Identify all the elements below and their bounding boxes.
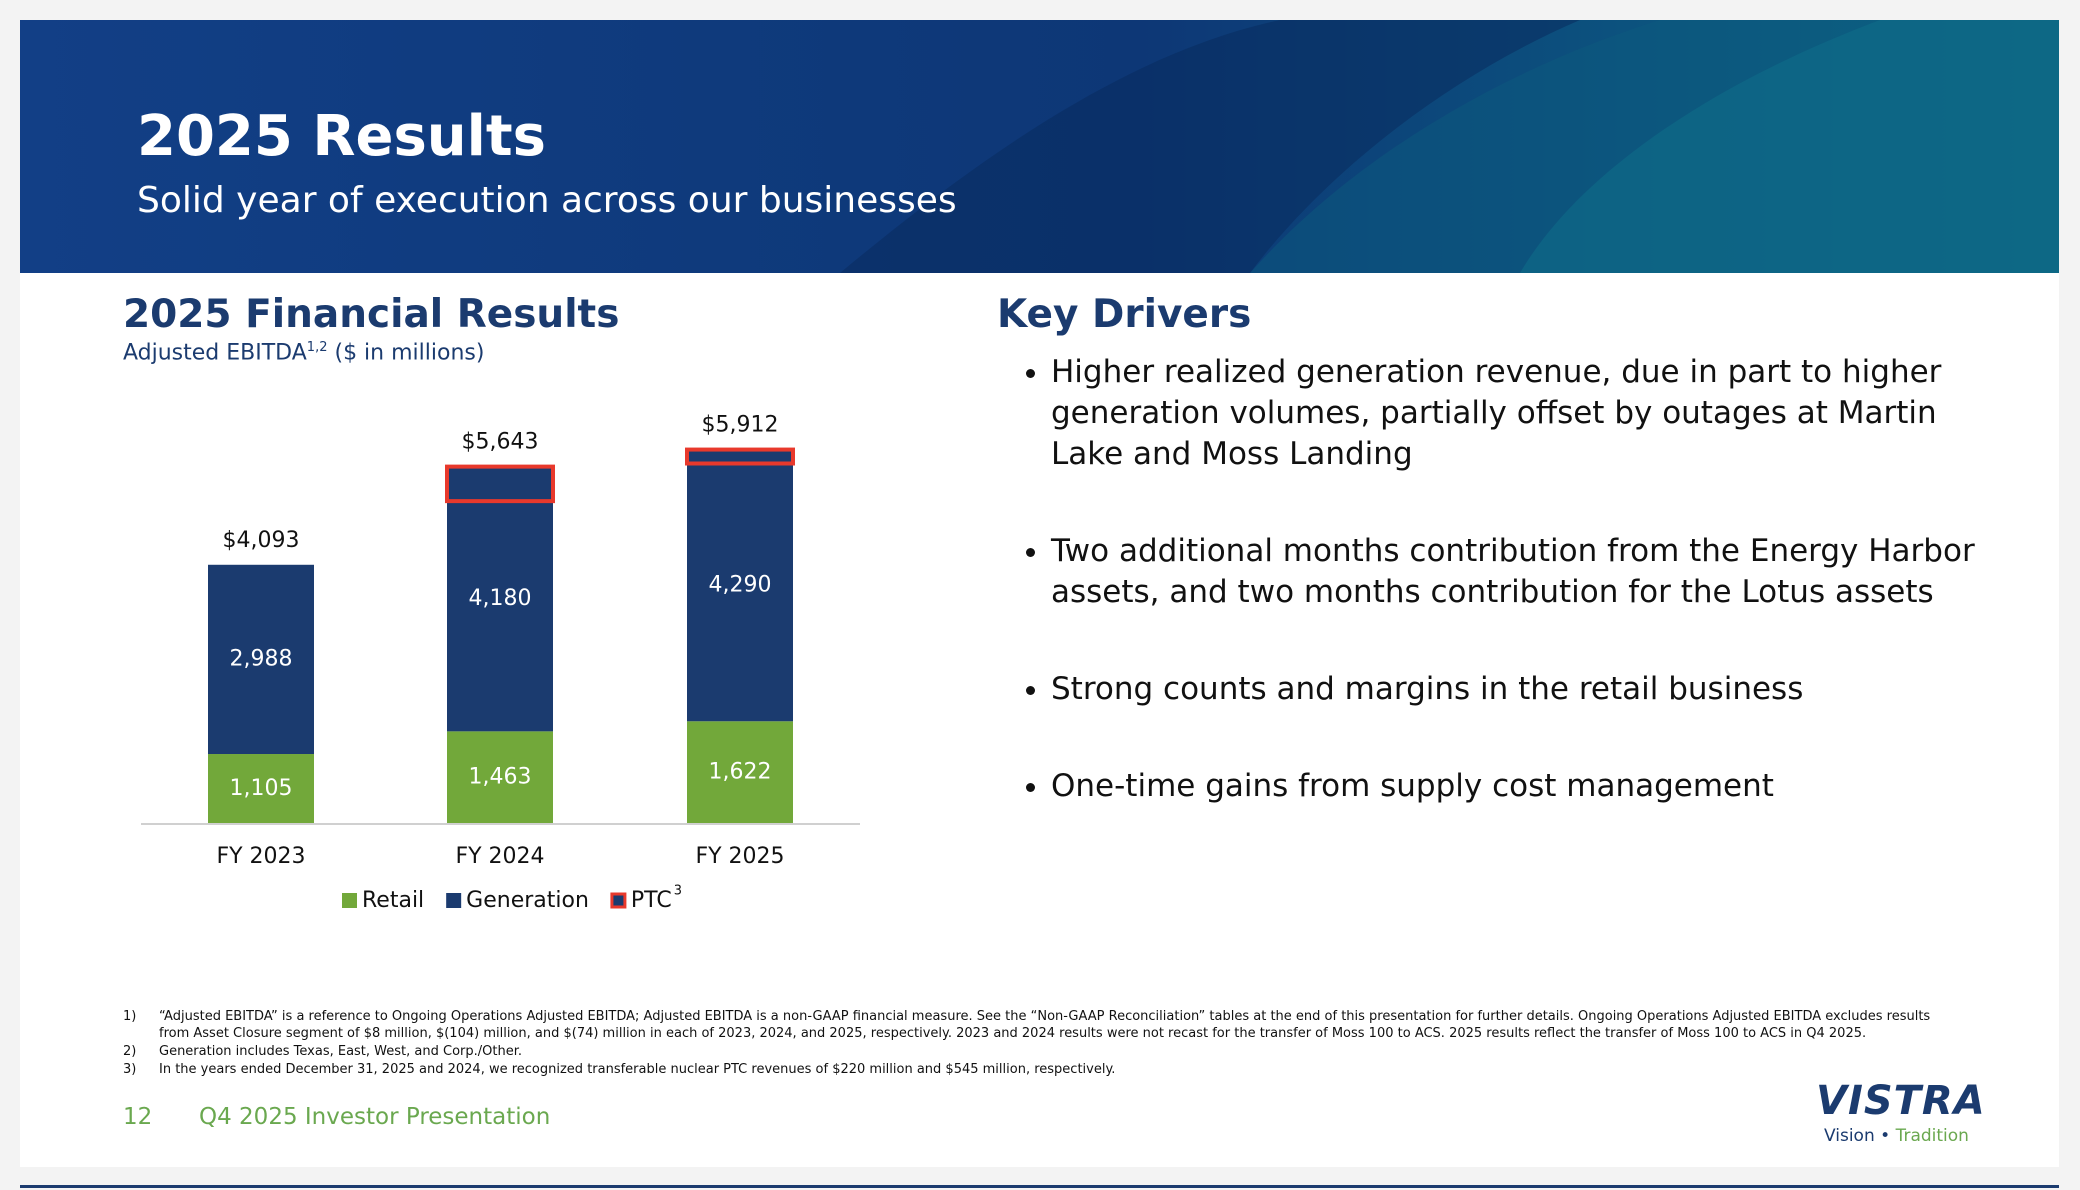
segment-label: 1,463 xyxy=(469,765,532,790)
legend-label: PTC xyxy=(631,888,672,913)
logo: VISTRA xyxy=(1816,1078,1986,1124)
segment-label: 2,988 xyxy=(230,646,293,671)
drivers-list: Higher realized generation revenue, due … xyxy=(997,352,1981,863)
page-number: 12 xyxy=(123,1104,153,1130)
bottom-rule xyxy=(20,1185,2059,1188)
x-tick-label: FY 2024 xyxy=(455,844,544,869)
footnote-number: 2) xyxy=(123,1044,137,1059)
bar-segment xyxy=(687,721,793,824)
legend-label: Generation xyxy=(466,888,589,913)
legend-note: 3 xyxy=(674,884,682,899)
footnote: 3) In the years ended December 31, 2025 a… xyxy=(123,1061,1933,1078)
x-tick-label: FY 2023 xyxy=(216,844,305,869)
chart-title: 2025 Financial Results xyxy=(123,292,620,337)
driver-item: One-time gains from supply cost manageme… xyxy=(1051,766,1981,807)
bar-segment xyxy=(208,564,314,755)
y-label-note: 1,2 xyxy=(306,340,328,355)
y-label-unit: ($ in millions) xyxy=(334,340,485,366)
logo-tagline: Vision • Tradition xyxy=(1824,1126,1969,1146)
chart-subtitle: Adjusted EBITDA1,2 ($ in millions) xyxy=(123,340,484,365)
ptc-box xyxy=(445,464,555,504)
bar-segment xyxy=(687,449,793,722)
footer-text: Q4 2025 Investor Presentation xyxy=(199,1104,551,1130)
segment-label: 1,105 xyxy=(230,776,293,801)
slide-title: 2025 Results xyxy=(137,104,546,169)
legend-marker xyxy=(610,892,627,909)
drivers-title: Key Drivers xyxy=(997,292,1252,337)
bar-segment xyxy=(447,466,553,732)
y-label: Adjusted EBITDA xyxy=(123,340,307,366)
legend-marker xyxy=(342,893,357,908)
legend-marker xyxy=(446,893,462,908)
segment-label: 4,180 xyxy=(469,586,532,611)
header-background xyxy=(20,20,2059,273)
driver-item: Higher realized generation revenue, due … xyxy=(1051,352,1981,475)
footnote-number: 1) xyxy=(123,1009,137,1024)
driver-item: Two additional months contribution from … xyxy=(1051,531,1981,613)
segment-label: 4,290 xyxy=(709,572,772,597)
segment-label: 1,622 xyxy=(709,760,772,785)
footnote-text: Generation includes Texas, East, West, a… xyxy=(159,1044,522,1059)
x-tick-label: FY 2025 xyxy=(695,844,784,869)
footnote-text: In the years ended December 31, 2025 and… xyxy=(159,1062,1116,1077)
footnote: 1) “Adjusted EBITDA” is a reference to On… xyxy=(123,1008,1933,1042)
bar-segment xyxy=(208,754,314,824)
footnotes: 1) “Adjusted EBITDA” is a reference to On… xyxy=(123,1008,1933,1079)
driver-item: Strong counts and margins in the retail … xyxy=(1051,669,1981,710)
total-label: $5,912 xyxy=(702,413,779,438)
bar-segment xyxy=(447,731,553,824)
footnote-number: 3) xyxy=(123,1062,137,1077)
legend-label: Retail xyxy=(362,888,424,913)
ptc-box xyxy=(685,447,795,466)
total-label: $5,643 xyxy=(462,430,539,455)
slide-subtitle: Solid year of execution across our busin… xyxy=(137,180,957,221)
tagline-left: Vision xyxy=(1824,1126,1875,1146)
tagline-separator: • xyxy=(1880,1126,1891,1146)
footnote: 2) Generation includes Texas, East, West,… xyxy=(123,1043,1933,1060)
footnote-text: “Adjusted EBITDA” is a reference to Ongo… xyxy=(159,1009,1931,1041)
total-label: $4,093 xyxy=(223,528,300,553)
tagline-right: Tradition xyxy=(1895,1126,1969,1146)
